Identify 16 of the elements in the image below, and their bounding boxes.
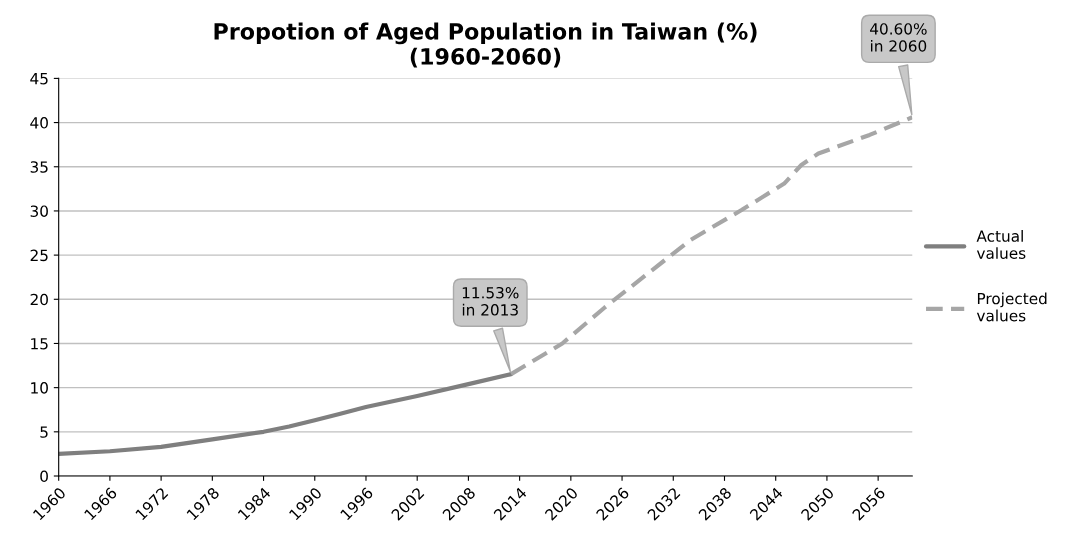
legend-label: Projected values [976, 292, 1047, 322]
y-tick-label: 25 [30, 249, 48, 262]
annotation: 40.60% in 2060 [870, 23, 927, 52]
y-tick-label: 45 [30, 73, 48, 85]
y-tick-label: 30 [30, 205, 48, 217]
y-tick-label: 40 [30, 117, 48, 129]
y-tick-label: 5 [40, 426, 48, 438]
y-tick-label: 35 [30, 161, 48, 173]
line-series [58, 372, 514, 456]
y-tick-label: 0 [40, 470, 48, 483]
annotation: 11.53% in 2013 [462, 286, 519, 316]
y-tick-label: 15 [31, 338, 48, 350]
legend-label: Actual values [976, 230, 1026, 259]
y-tick-label: 10 [31, 382, 48, 394]
chart-title: Propotion of Aged Population in Taiwan (%) (1960-2060) [214, 22, 757, 68]
y-tick-label: 20 [30, 293, 48, 306]
